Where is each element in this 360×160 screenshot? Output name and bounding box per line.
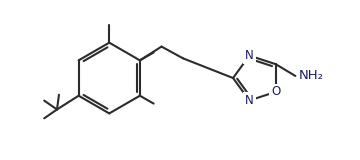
Text: O: O — [271, 85, 280, 98]
Text: N: N — [245, 49, 254, 62]
Text: N: N — [245, 94, 254, 107]
Text: NH₂: NH₂ — [298, 69, 323, 82]
